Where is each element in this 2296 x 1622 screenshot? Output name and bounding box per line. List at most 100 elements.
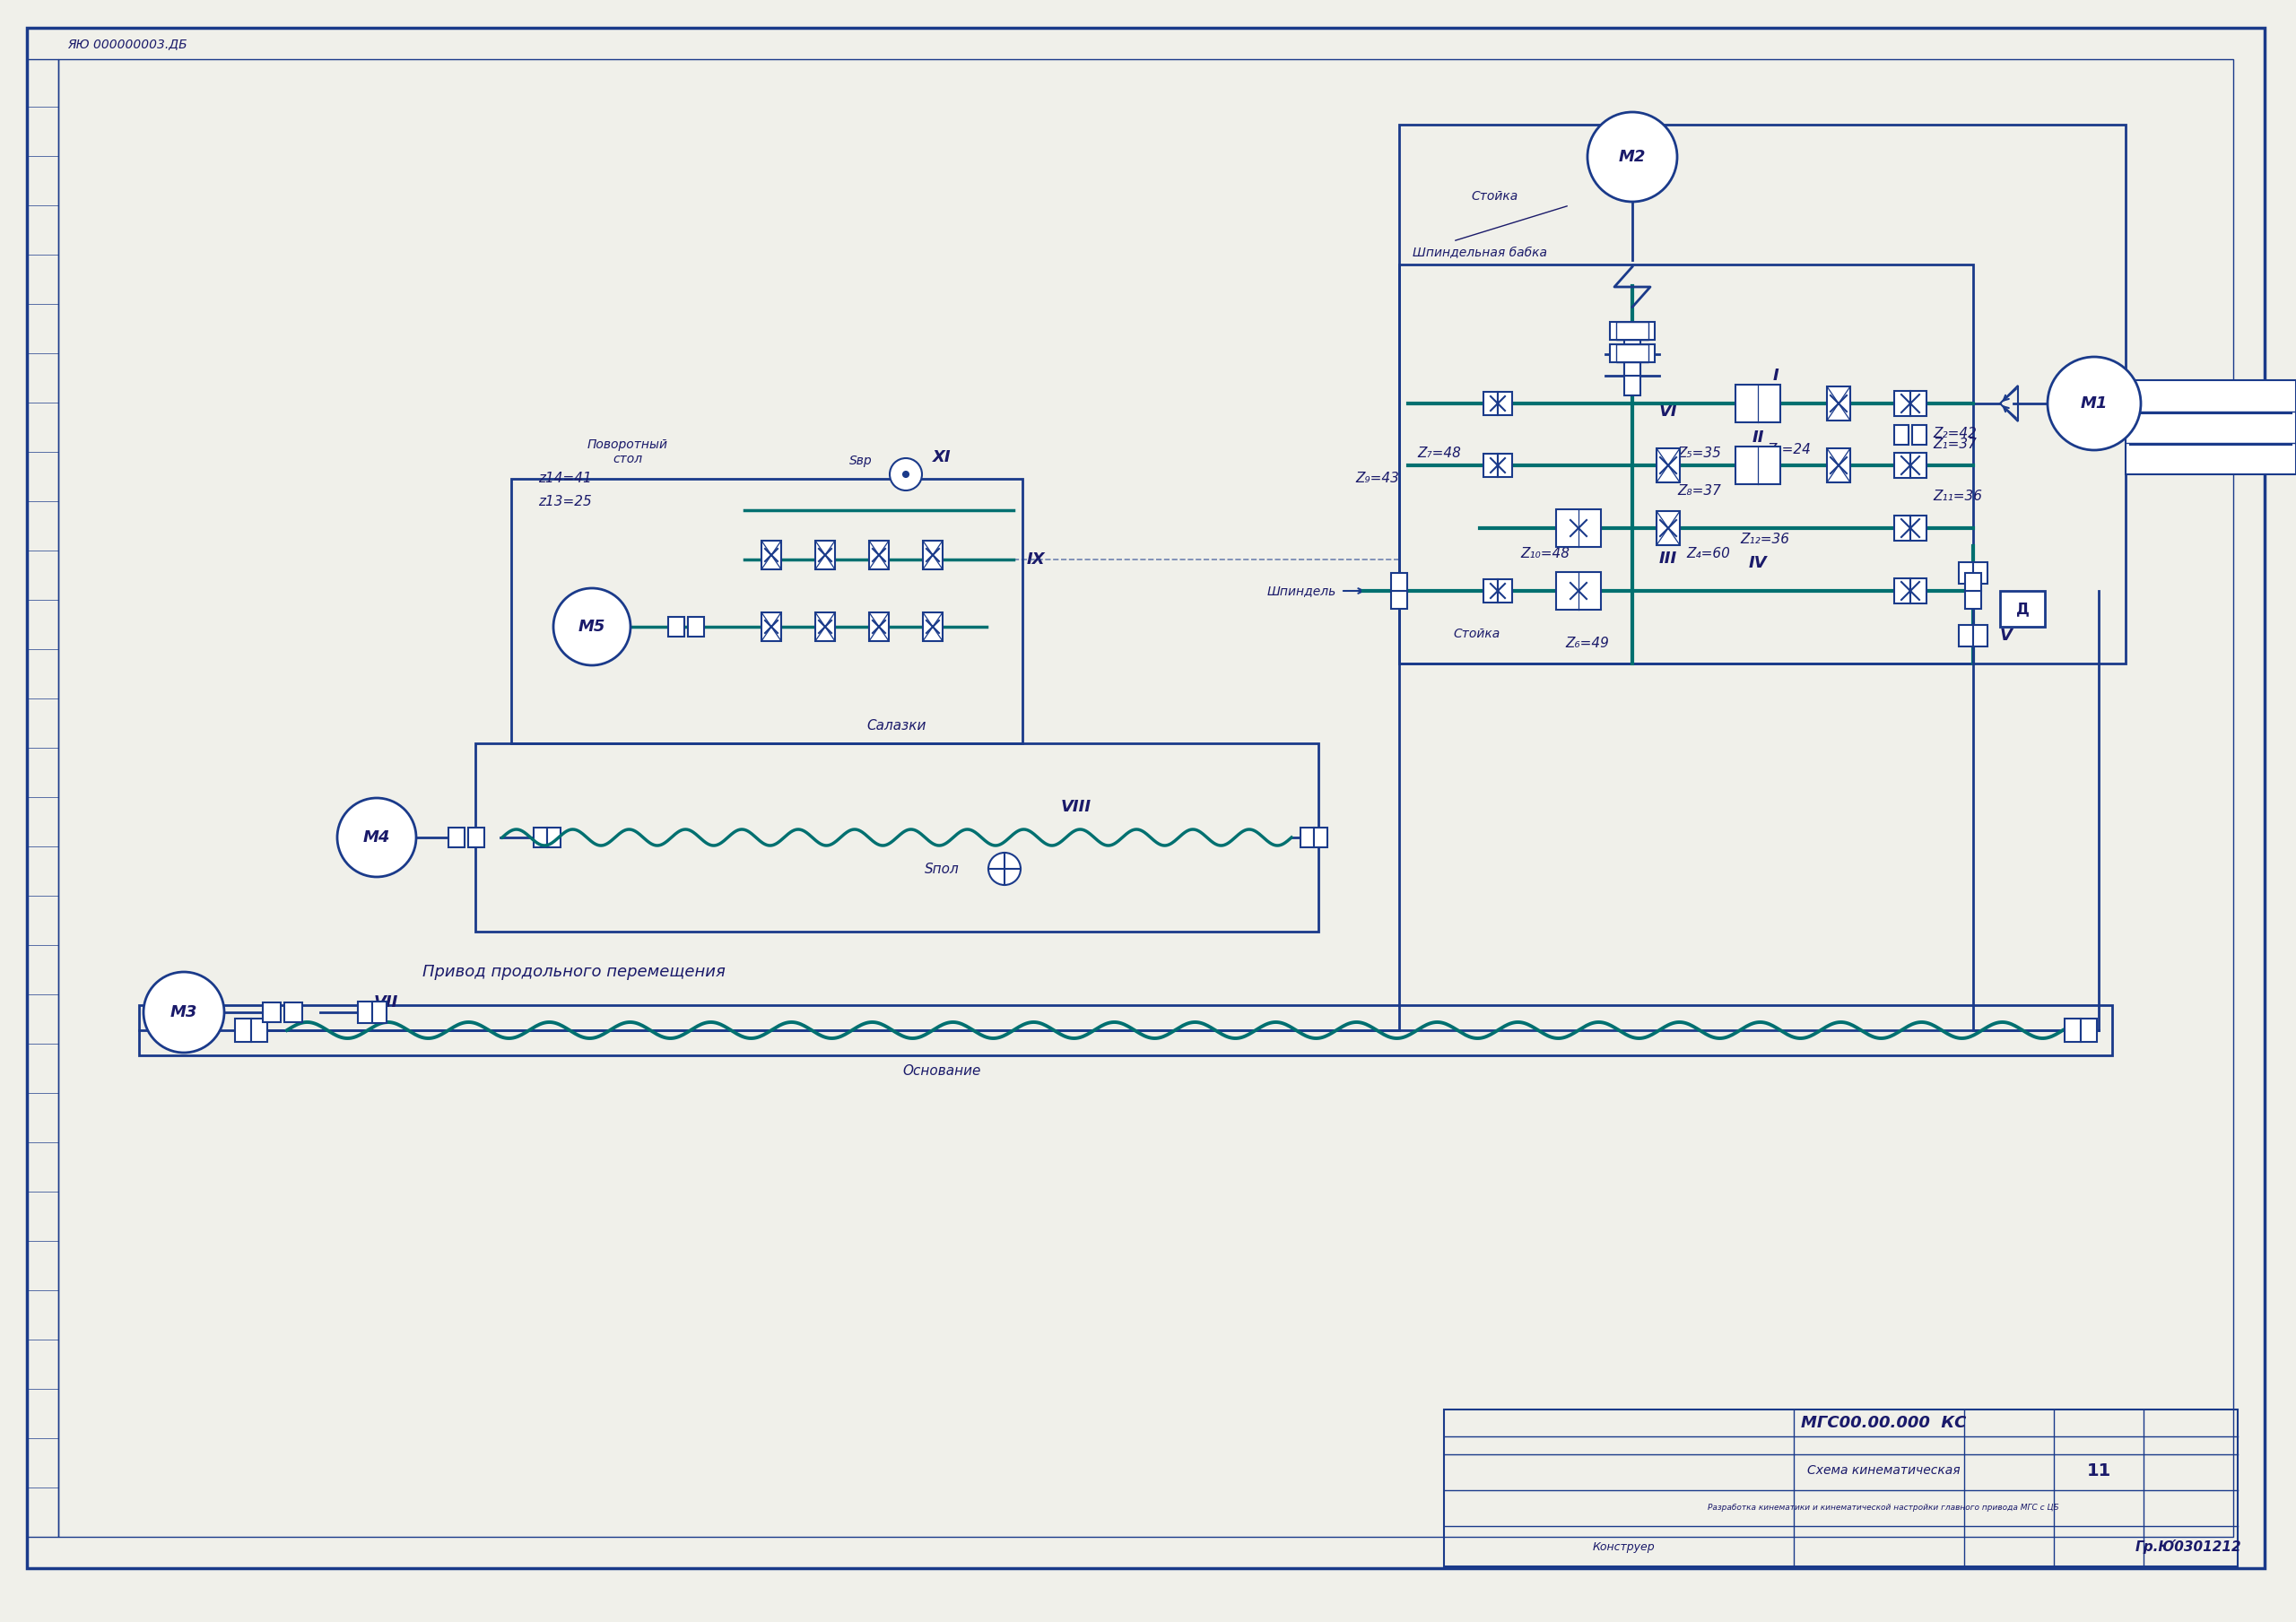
Circle shape	[553, 589, 631, 665]
Text: IV: IV	[1750, 555, 1768, 571]
Bar	[1557, 509, 1600, 547]
Bar	[1398, 264, 1972, 663]
Bar	[1483, 393, 1497, 415]
Bar	[1894, 516, 1910, 540]
Bar	[689, 616, 705, 636]
Bar	[1655, 448, 1681, 482]
Bar	[1910, 516, 1926, 540]
Bar	[1391, 573, 1407, 590]
Bar	[1557, 573, 1600, 610]
Bar	[1736, 446, 1779, 485]
Bar	[2000, 590, 2046, 626]
Text: I: I	[1773, 368, 1779, 384]
Bar	[140, 1006, 2112, 1056]
Bar	[1965, 573, 1981, 590]
Bar	[923, 613, 944, 641]
Bar	[1623, 354, 1639, 375]
Bar	[1894, 391, 1910, 415]
Text: z14=41: z14=41	[537, 472, 592, 485]
Bar	[1972, 563, 1988, 584]
Bar	[762, 540, 781, 569]
Text: Sпол: Sпол	[925, 863, 960, 876]
Text: Z₂=42: Z₂=42	[1933, 427, 1977, 441]
Bar	[815, 613, 836, 641]
Circle shape	[891, 457, 923, 490]
Bar	[1623, 355, 1639, 376]
Bar	[1497, 393, 1513, 415]
Bar	[1958, 624, 1972, 647]
Bar	[1483, 454, 1497, 477]
Text: z13=25: z13=25	[537, 495, 592, 508]
Bar	[1913, 425, 1926, 444]
Bar	[1894, 579, 1910, 603]
Circle shape	[902, 472, 909, 477]
Text: Пэн=1000 мин⁻¹: Пэн=1000 мин⁻¹	[2156, 420, 2264, 433]
Bar	[870, 613, 889, 641]
Bar	[668, 616, 684, 636]
Text: Z₉=43: Z₉=43	[1355, 472, 1398, 485]
Circle shape	[987, 853, 1022, 886]
Text: VI: VI	[1660, 404, 1678, 420]
Text: Поворотный
стол: Поворотный стол	[588, 438, 668, 466]
Text: Шпиндельная бабка: Шпиндельная бабка	[1412, 247, 1548, 260]
Bar	[250, 1019, 266, 1041]
Text: V: V	[2000, 628, 2014, 644]
Bar	[1655, 511, 1681, 545]
Text: Д: Д	[2016, 600, 2030, 616]
Bar	[1444, 1410, 2239, 1567]
Bar	[358, 1001, 372, 1023]
Text: IX: IX	[1026, 551, 1045, 568]
Bar	[762, 613, 781, 641]
Text: M4: M4	[363, 829, 390, 845]
Text: Схема кинематическая: Схема кинематическая	[1807, 1465, 1961, 1476]
Bar	[1300, 827, 1313, 847]
Text: Стойка: Стойка	[1472, 190, 1518, 203]
Bar	[285, 1002, 303, 1022]
Bar	[1910, 453, 1926, 478]
Bar	[1616, 344, 1649, 362]
Text: Z₃=24: Z₃=24	[1768, 443, 1812, 457]
Bar	[546, 827, 560, 847]
Text: Z₁₀=48: Z₁₀=48	[1520, 547, 1570, 560]
Bar	[1616, 321, 1649, 341]
Text: Z₅=35: Z₅=35	[1676, 446, 1722, 459]
Bar	[262, 1002, 280, 1022]
Bar	[1623, 334, 1639, 354]
Bar	[1894, 425, 1908, 444]
Text: Шпиндель: Шпиндель	[1267, 584, 1336, 597]
Bar	[1965, 590, 1981, 608]
Bar	[870, 540, 889, 569]
Bar	[1391, 590, 1407, 608]
Text: XI: XI	[932, 449, 951, 466]
Bar	[28, 58, 57, 1536]
Bar	[1828, 448, 1851, 482]
Text: ЯЮ 000000003.ДБ: ЯЮ 000000003.ДБ	[67, 37, 186, 50]
Bar	[2080, 1019, 2096, 1041]
Text: Z₁₁=36: Z₁₁=36	[1933, 490, 1981, 503]
Bar	[1313, 827, 1327, 847]
Text: Sвр: Sвр	[850, 454, 872, 467]
Text: Z₁₂=36: Z₁₂=36	[1740, 532, 1789, 545]
Text: Z₄=60: Z₄=60	[1685, 547, 1729, 560]
Bar	[372, 1001, 386, 1023]
Bar	[468, 827, 484, 847]
Bar	[533, 827, 546, 847]
Text: VII: VII	[374, 994, 397, 1011]
Text: Пэмак=5000 мин⁻¹: Пэмак=5000 мин⁻¹	[2149, 453, 2273, 466]
Bar	[1483, 579, 1497, 602]
Bar	[2126, 380, 2296, 474]
Bar	[1828, 386, 1851, 420]
Text: Салазки: Салазки	[868, 719, 928, 733]
Circle shape	[338, 798, 416, 878]
Text: 11: 11	[2087, 1461, 2110, 1479]
Text: Стойка: Стойка	[1453, 628, 1499, 641]
Bar	[2064, 1019, 2080, 1041]
Text: Z₇=48: Z₇=48	[1417, 446, 1460, 459]
Text: Z₆=49: Z₆=49	[1566, 636, 1609, 649]
Bar	[1497, 454, 1513, 477]
Text: M3: M3	[170, 1004, 197, 1020]
Text: Основание: Основание	[902, 1064, 980, 1077]
Bar	[1972, 624, 1988, 647]
Bar	[815, 540, 836, 569]
Bar	[1910, 579, 1926, 603]
